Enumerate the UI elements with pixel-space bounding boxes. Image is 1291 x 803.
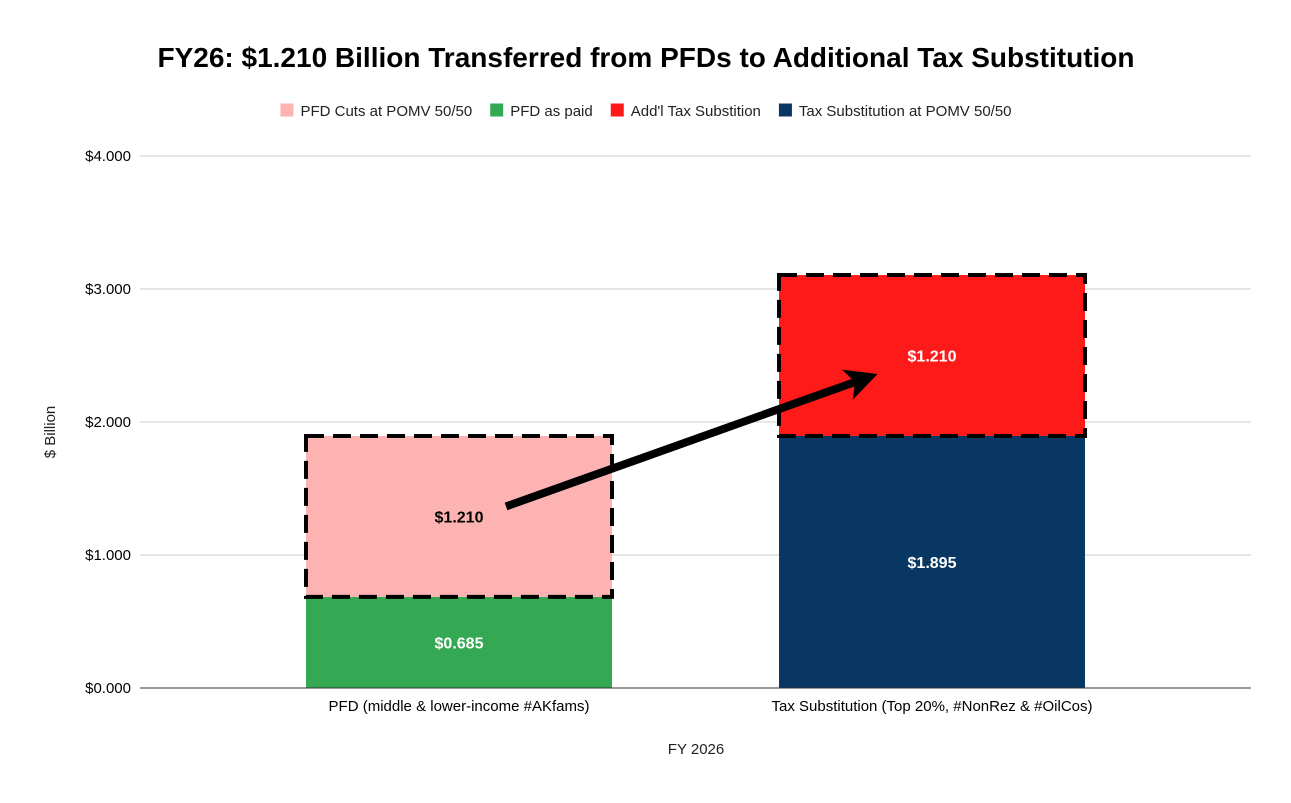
legend-swatch bbox=[778, 103, 792, 117]
dashed-outline bbox=[777, 273, 1087, 438]
bar-segment bbox=[779, 435, 1085, 688]
x-axis: PFD (middle & lower-income #AKfams) Tax S… bbox=[140, 687, 1251, 715]
legend-swatch bbox=[490, 103, 504, 117]
x-tick-label: PFD (middle & lower-income #AKfams) bbox=[329, 698, 590, 715]
y-tick-label: $4.000 bbox=[85, 148, 131, 165]
legend-label: Tax Substitution at POMV 50/50 bbox=[799, 103, 1012, 120]
legend-item: PFD Cuts at POMV 50/50 bbox=[280, 103, 472, 120]
bar-segment bbox=[306, 596, 612, 688]
legend-label: PFD as paid bbox=[510, 103, 593, 120]
y-tick-label: $0.000 bbox=[85, 680, 131, 697]
data-label: $1.210 bbox=[908, 349, 957, 366]
legend-swatch bbox=[610, 103, 624, 117]
y-axis: $0.000 $1.000 $2.000 $3.000 $4.000 bbox=[85, 148, 131, 697]
bar-segment bbox=[306, 435, 612, 597]
legend-item: Add'l Tax Substition bbox=[610, 103, 761, 120]
y-tick-label: $1.000 bbox=[85, 547, 131, 564]
data-label: $1.895 bbox=[908, 555, 957, 572]
legend: PFD Cuts at POMV 50/50 PFD as paid Add'l T… bbox=[280, 103, 1012, 120]
y-tick-label: $2.000 bbox=[85, 414, 131, 431]
bar-segment bbox=[779, 275, 1085, 436]
legend-swatch bbox=[280, 103, 294, 117]
legend-item: PFD as paid bbox=[490, 103, 593, 120]
x-tick-label: Tax Substitution (Top 20%, #NonRez & #Oi… bbox=[772, 698, 1093, 715]
dashed-outline bbox=[304, 433, 614, 599]
bars: $0.685 $1.210 $1.895 $1.210 bbox=[304, 273, 1087, 688]
chart-title: FY26: $1.210 Billion Transferred from PF… bbox=[157, 42, 1134, 73]
data-label: $0.685 bbox=[435, 635, 484, 652]
annotations bbox=[504, 369, 878, 511]
legend-label: PFD Cuts at POMV 50/50 bbox=[300, 103, 472, 120]
x-axis-title: FY 2026 bbox=[668, 741, 724, 758]
y-tick-label: $3.000 bbox=[85, 281, 131, 298]
y-axis-title: $ Billion bbox=[42, 406, 59, 459]
transfer-arrow bbox=[504, 369, 878, 511]
legend-item: Tax Substitution at POMV 50/50 bbox=[778, 103, 1012, 120]
data-label: $1.210 bbox=[435, 509, 484, 526]
legend-label: Add'l Tax Substition bbox=[631, 103, 761, 120]
